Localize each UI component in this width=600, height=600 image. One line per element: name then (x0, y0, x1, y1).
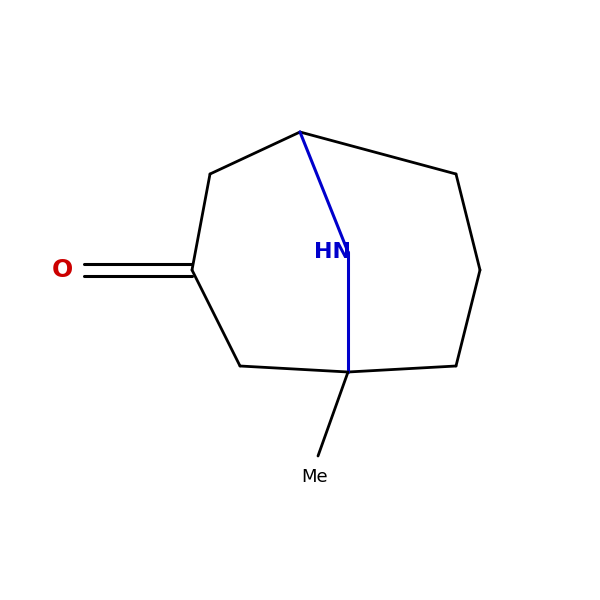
Text: HN: HN (314, 242, 352, 262)
Text: Me: Me (302, 468, 328, 486)
Text: O: O (52, 258, 73, 282)
